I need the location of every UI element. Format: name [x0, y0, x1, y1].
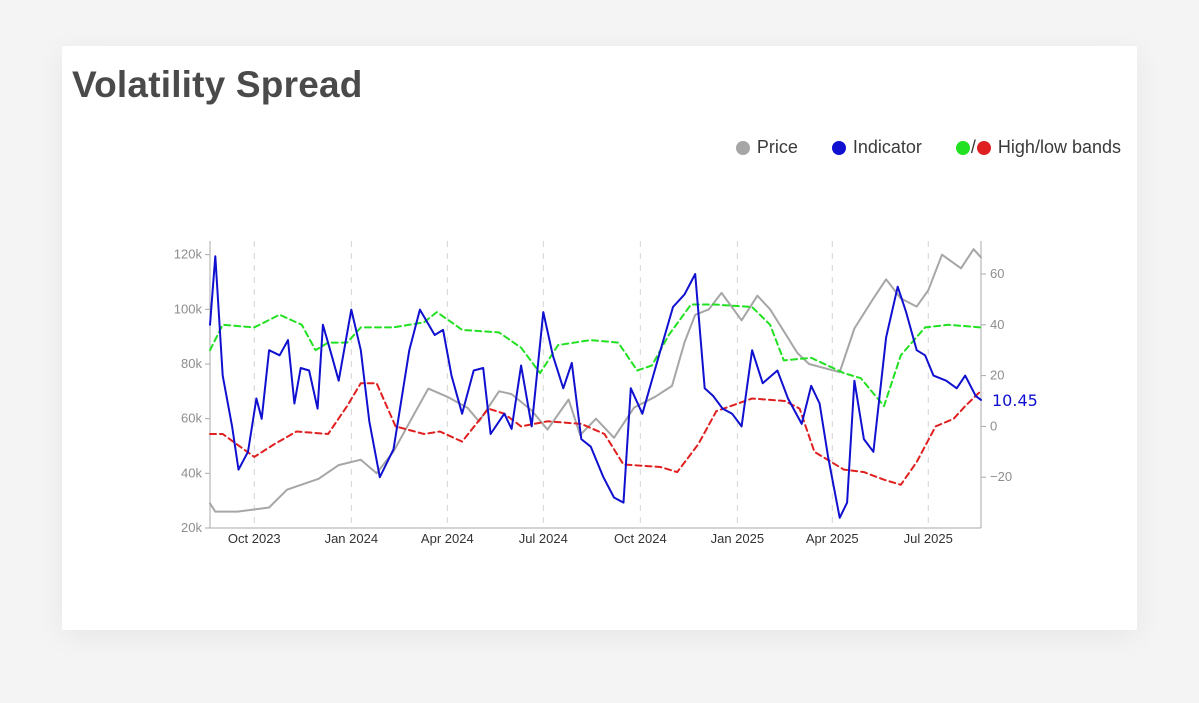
legend-label-bands: High/low bands [997, 137, 1121, 157]
x-tick-label: Apr 2025 [806, 531, 859, 546]
legend-dots-bands: / [955, 137, 991, 158]
legend-dot-high-band [955, 140, 970, 155]
legend-item-bands[interactable]: / High/low bands [955, 137, 1121, 158]
legend-item-price[interactable]: Price [735, 137, 798, 158]
x-tick-label: Apr 2024 [421, 531, 474, 546]
right-tick-label: 60 [990, 266, 1004, 281]
legend-dot-low-band [976, 140, 991, 155]
x-tick-label: Jul 2025 [904, 531, 953, 546]
left-tick-label: 100k [174, 301, 203, 316]
x-tick-label: Jul 2024 [519, 531, 568, 546]
left-tick-label: 20k [181, 520, 202, 535]
series-high-band-line [209, 303, 982, 408]
x-tick-label: Oct 2023 [228, 531, 281, 546]
right-tick-label: 0 [990, 418, 997, 433]
series-price-line [209, 248, 982, 513]
chart-legend: Price Indicator / High/low bands [735, 137, 1121, 158]
chart-grid [253, 241, 929, 528]
legend-slash: / [970, 137, 976, 157]
chart-axes [205, 241, 986, 529]
chart-series [209, 248, 982, 519]
left-tick-label: 40k [181, 465, 202, 480]
left-tick-label: 120k [174, 247, 203, 262]
x-tick-label: Jan 2025 [711, 531, 765, 546]
series-low-band-line [209, 382, 982, 486]
legend-dot-price [735, 140, 750, 155]
right-tick-label: −20 [990, 469, 1012, 484]
legend-dot-indicator [831, 140, 846, 155]
series-indicator-line [209, 255, 982, 519]
legend-item-indicator[interactable]: Indicator [831, 137, 922, 158]
left-tick-label: 60k [181, 411, 202, 426]
indicator-last-value-label: 10.45 [992, 391, 1038, 410]
chart-labels: Oct 2023 Jan 2024 Apr 2024 Jul 2024 Oct 2024… [174, 247, 1038, 546]
right-tick-label: 20 [990, 368, 1004, 383]
legend-label-price: Price [756, 137, 798, 157]
left-tick-label: 80k [181, 356, 202, 371]
legend-label-indicator: Indicator [852, 137, 922, 157]
right-tick-label: 40 [990, 317, 1004, 332]
page-title: Volatility Spread [72, 64, 363, 105]
x-tick-label: Jan 2024 [325, 531, 379, 546]
x-tick-label: Oct 2024 [614, 531, 667, 546]
